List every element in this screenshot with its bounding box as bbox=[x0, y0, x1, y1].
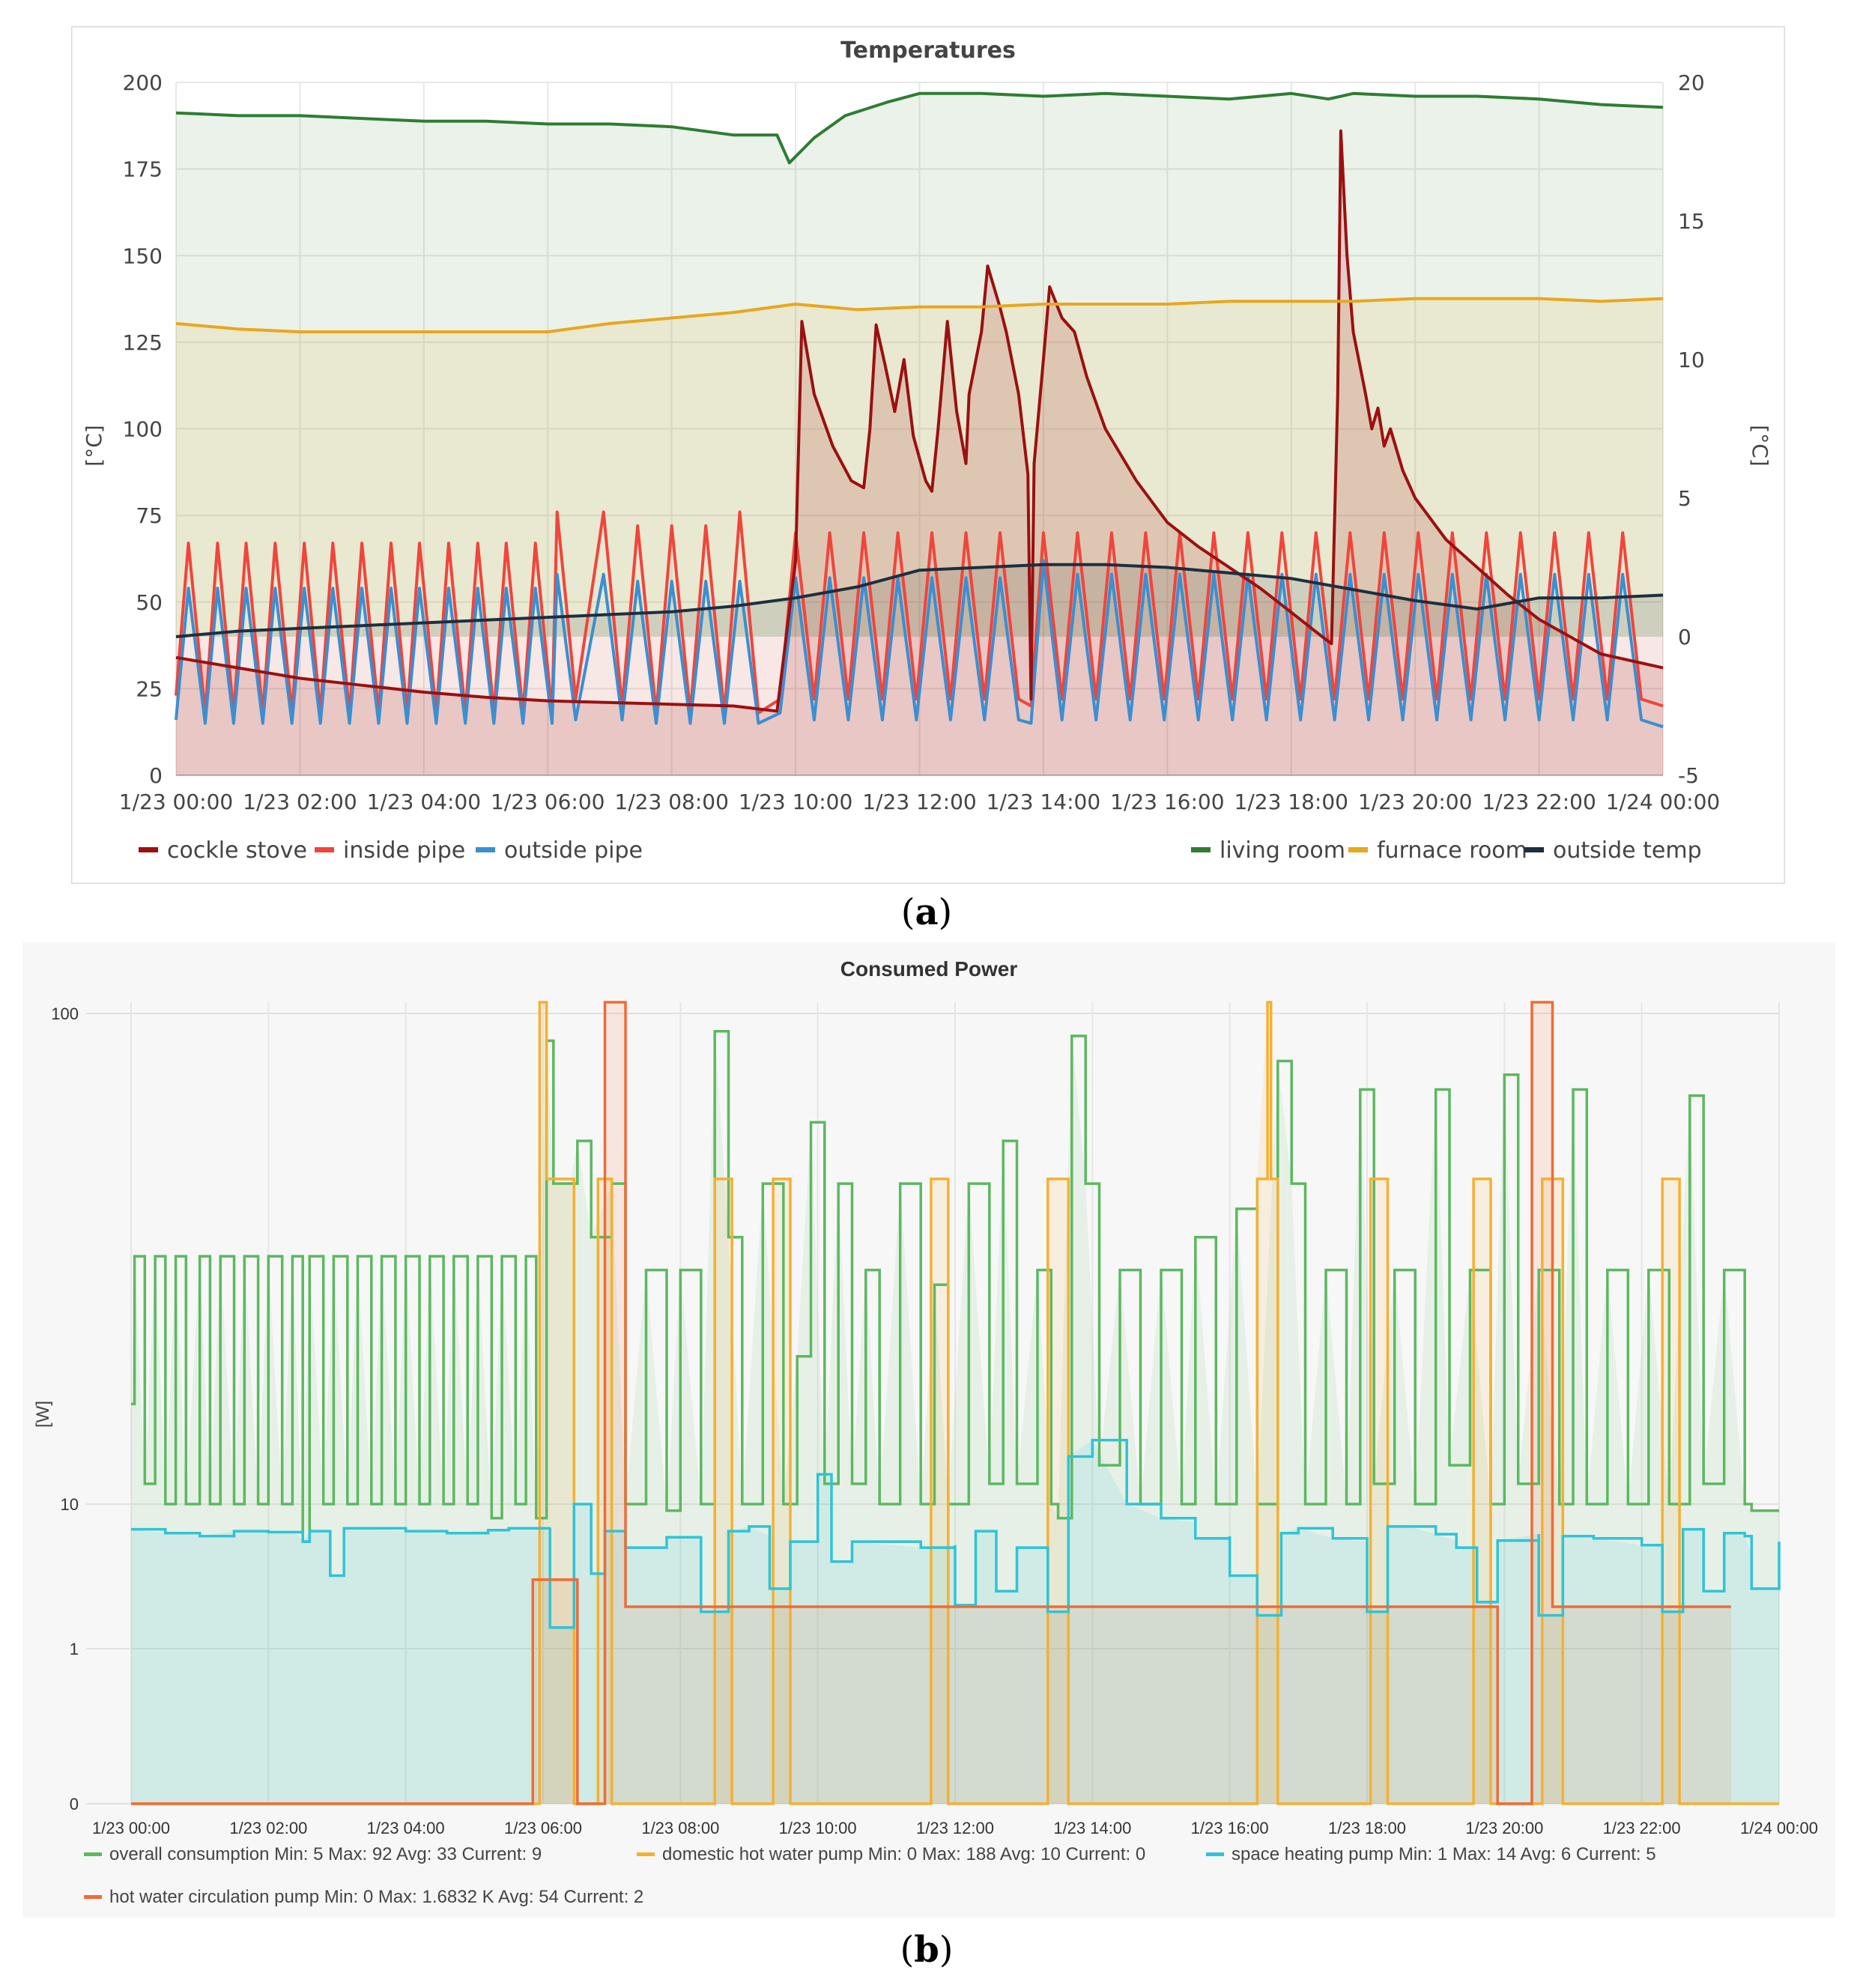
legend-label-overall-consumption: overall consumption Min: 5 Max: 92 Avg: … bbox=[109, 1844, 542, 1864]
temperatures-x-tick-label: 1/24 00:00 bbox=[1606, 790, 1720, 814]
legend-swatch-cockle-stove bbox=[139, 847, 158, 852]
legend-label-space-heating-pump: space heating pump Min: 1 Max: 14 Avg: 6… bbox=[1232, 1844, 1656, 1864]
temperatures-right-tick-label: 15 bbox=[1678, 209, 1705, 234]
panel-label-a: (a) bbox=[900, 891, 953, 933]
temperatures-series-lines bbox=[175, 91, 1664, 729]
legend-label-outside-temp: outside temp bbox=[1553, 837, 1702, 864]
temperatures-x-tick-label: 1/23 06:00 bbox=[491, 790, 605, 814]
power-series-lines bbox=[131, 1001, 1781, 1805]
power-x-tick-label: 1/23 10:00 bbox=[779, 1819, 857, 1837]
power-x-tick-label: 1/23 18:00 bbox=[1328, 1819, 1406, 1837]
temperatures-x-tick-label: 1/23 18:00 bbox=[1235, 790, 1348, 814]
legend-swatch-outside-temp bbox=[1524, 847, 1544, 852]
temperatures-right-tick-label: 5 bbox=[1678, 486, 1691, 511]
temperatures-x-tick-label: 1/23 04:00 bbox=[367, 790, 481, 814]
temperatures-x-tick-label: 1/23 14:00 bbox=[987, 790, 1100, 814]
temperatures-x-tick-label: 1/23 16:00 bbox=[1110, 790, 1224, 814]
power-area-fills bbox=[131, 1002, 1779, 1804]
consumed-power-chart: Consumed Power [W] 0 1 10 100 1/23 00:00 1/23… bbox=[22, 942, 1835, 1918]
cockle-stove-line bbox=[175, 129, 1664, 713]
legend-label-hot-water-circulation-pump: hot water circulation pump Min: 0 Max: 1… bbox=[109, 1887, 643, 1907]
temperatures-x-tick-label: 1/23 02:00 bbox=[243, 790, 357, 814]
legend-label-inside-pipe: inside pipe bbox=[343, 837, 465, 864]
power-x-tick-label: 1/23 00:00 bbox=[92, 1819, 170, 1837]
legend-swatch-furnace-room bbox=[1348, 847, 1368, 852]
furnace-room-line bbox=[175, 297, 1664, 333]
legend-swatch-space-heating-pump bbox=[1206, 1852, 1224, 1856]
domestic-hot-water-pump-area bbox=[131, 1002, 1779, 1804]
power-x-tick-label: 1/23 22:00 bbox=[1603, 1819, 1681, 1837]
temperatures-left-tick-label: 150 bbox=[123, 243, 163, 268]
furnace-room-area bbox=[176, 298, 1663, 637]
inside-pipe-line bbox=[175, 510, 1664, 715]
overall-consumption-line bbox=[131, 1029, 1779, 1543]
legend-swatch-hot-water-circulation-pump bbox=[84, 1895, 102, 1899]
power-x-tick-label: 1/23 16:00 bbox=[1191, 1819, 1269, 1837]
power-x-tick-label: 1/23 06:00 bbox=[504, 1819, 582, 1837]
power-x-tick-label: 1/23 04:00 bbox=[367, 1819, 445, 1837]
hot-water-circulation-pump-line bbox=[131, 1001, 1731, 1805]
power-x-tick-label: 1/23 08:00 bbox=[641, 1819, 719, 1837]
temperatures-x-tick-label: 1/23 20:00 bbox=[1358, 790, 1472, 814]
power-x-tick-label: 1/23 12:00 bbox=[916, 1819, 994, 1837]
power-x-tick-label: 1/24 00:00 bbox=[1740, 1819, 1818, 1837]
power-x-tick-label: 1/23 14:00 bbox=[1053, 1819, 1131, 1837]
outside-temp-line bbox=[175, 563, 1664, 638]
power-x-tick-label: 1/23 02:00 bbox=[229, 1819, 307, 1837]
legend-swatch-living-room bbox=[1191, 847, 1211, 852]
temperatures-left-tick-label: 175 bbox=[123, 157, 163, 182]
legend-swatch-overall-consumption bbox=[84, 1852, 102, 1856]
power-title: Consumed Power bbox=[840, 957, 1018, 981]
legend-label-living-room: living room bbox=[1220, 837, 1345, 864]
panel-label-b: (b) bbox=[900, 1929, 954, 1971]
power-y-tick-label: 100 bbox=[51, 1004, 79, 1023]
power-legend: overall consumption Min: 5 Max: 92 Avg: … bbox=[84, 1844, 1656, 1907]
power-y-tick-label: 1 bbox=[70, 1640, 79, 1658]
temperatures-x-tick-label: 1/23 12:00 bbox=[862, 790, 976, 814]
temperatures-right-tick-label: 0 bbox=[1678, 625, 1691, 649]
space-heating-pump-line bbox=[131, 1438, 1781, 1629]
temperatures-left-tick-label: 0 bbox=[149, 763, 163, 788]
temperatures-left-tick-label: 25 bbox=[136, 676, 163, 701]
legend-label-outside-pipe: outside pipe bbox=[504, 837, 643, 864]
temperatures-y-axis-right-label: [°C] bbox=[1748, 425, 1772, 466]
temperatures-right-tick-label: -5 bbox=[1678, 763, 1699, 788]
power-y-tick-label: 0 bbox=[70, 1795, 79, 1813]
temperatures-left-tick-label: 200 bbox=[123, 70, 163, 95]
temperatures-right-tick-label: 20 bbox=[1678, 70, 1705, 95]
legend-label-furnace-room: furnace room bbox=[1377, 837, 1527, 864]
temperatures-chart: Temperatures [°C] [°C] 02550751001251501… bbox=[71, 26, 1785, 884]
temperatures-x-tick-label: 1/23 10:00 bbox=[739, 790, 852, 814]
living-room-line bbox=[175, 91, 1664, 165]
temperatures-x-tick-label: 1/23 00:00 bbox=[119, 790, 233, 814]
temperatures-x-tick-label: 1/23 22:00 bbox=[1482, 790, 1596, 814]
power-x-tick-label: 1/23 20:00 bbox=[1465, 1819, 1543, 1837]
temperatures-left-tick-label: 50 bbox=[136, 590, 163, 615]
power-y-axis-label: [W] bbox=[33, 1401, 53, 1428]
temperatures-left-tick-label: 125 bbox=[123, 330, 163, 355]
temperatures-ticks: 0 25 50 75 100 125 150 175 200 -5 0 5 10 15 20 1/23 00:… bbox=[119, 70, 1720, 814]
power-y-tick-label: 10 bbox=[61, 1495, 79, 1514]
temperatures-left-tick-label: 75 bbox=[136, 503, 163, 528]
space-heating-pump-area bbox=[131, 1440, 1779, 1804]
temperatures-legend: cockle stove inside pipe outside pipe livin… bbox=[139, 837, 1702, 864]
legend-swatch-outside-pipe bbox=[476, 847, 495, 852]
living-room-area bbox=[176, 93, 1663, 637]
temperatures-y-axis-left-label: [°C] bbox=[82, 425, 106, 466]
outside-pipe-line bbox=[175, 559, 1664, 729]
legend-swatch-domestic-hot-water-pump bbox=[637, 1852, 655, 1856]
temperatures-right-tick-label: 10 bbox=[1678, 348, 1705, 372]
temperatures-left-tick-label: 100 bbox=[123, 417, 163, 442]
legend-label-domestic-hot-water-pump: domestic hot water pump Min: 0 Max: 188 … bbox=[662, 1844, 1145, 1864]
temperatures-title: Temperatures bbox=[840, 37, 1016, 64]
temperatures-x-tick-label: 1/23 08:00 bbox=[614, 790, 728, 814]
power-ticks: 0 1 10 100 1/23 00:00 1/23 02:00 1/23 04:00 1/2… bbox=[51, 1004, 1818, 1837]
legend-swatch-inside-pipe bbox=[315, 847, 334, 852]
legend-label-cockle-stove: cockle stove bbox=[167, 837, 307, 864]
